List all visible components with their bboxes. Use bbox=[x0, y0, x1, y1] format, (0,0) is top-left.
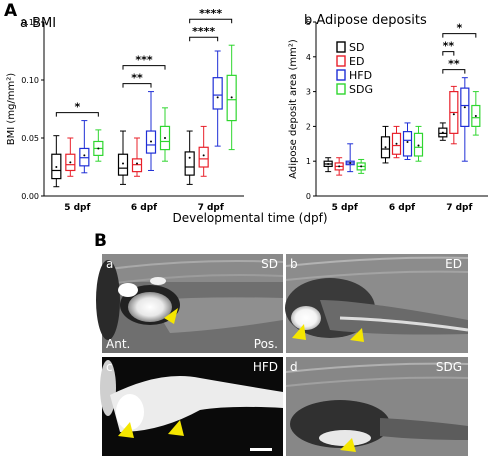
image-a-ant-label: Ant. bbox=[106, 337, 130, 351]
y-tick-label: 0.05 bbox=[21, 134, 39, 143]
significance-label: ** bbox=[448, 58, 460, 71]
y-tick-label: 0.00 bbox=[21, 192, 39, 201]
bmi-chart: 0.00 0.05 0.10 0.15a BMI BMI (mg/mm²) 5 dpf 6 … bbox=[6, 7, 244, 213]
scale-bar bbox=[250, 448, 272, 451]
significance-label: ** bbox=[443, 40, 455, 53]
mean-point bbox=[417, 144, 420, 147]
mean-point bbox=[150, 140, 152, 143]
adipose-chart: 0 1 2 3 4 5b Adipose deposits Adipose deposit … bbox=[288, 13, 488, 213]
mean-point bbox=[395, 142, 398, 145]
legend-label-sdg: SDG bbox=[349, 83, 373, 96]
image-panel-hfd: c HFD bbox=[100, 357, 283, 456]
x-axis-title: Developmental time (dpf) bbox=[172, 211, 327, 225]
y-tick-label: 0.10 bbox=[21, 76, 39, 85]
mean-point bbox=[122, 162, 124, 165]
y-tick-label: 1 bbox=[306, 157, 311, 166]
mean-point bbox=[406, 141, 409, 144]
significance-bracket bbox=[55, 112, 99, 117]
significance-label: *** bbox=[135, 54, 153, 67]
image-a-pos-label: Pos. bbox=[254, 337, 278, 351]
y-axis-title: BMI (mg/mm²) bbox=[6, 73, 17, 145]
significance-bracket bbox=[122, 83, 152, 88]
mean-point bbox=[463, 106, 466, 109]
category-label: 5 dpf bbox=[64, 203, 90, 213]
y-axis-title: Adipose deposit area (mm²) bbox=[288, 39, 299, 179]
image-d-tag: SDG bbox=[436, 360, 462, 374]
y-tick-label: 5 bbox=[306, 18, 311, 27]
image-panel-ed: b ED bbox=[285, 254, 469, 353]
legend-swatch-hfd bbox=[336, 69, 346, 81]
category-label: 7 dpf bbox=[446, 203, 472, 213]
category-label: 7 dpf bbox=[198, 203, 224, 213]
mean-point bbox=[69, 161, 72, 164]
significance-bracket bbox=[122, 65, 166, 70]
mean-point bbox=[55, 166, 58, 168]
significance-label: * bbox=[74, 101, 80, 114]
legend-label-ed: ED bbox=[349, 55, 364, 68]
image-a-tag: SD bbox=[261, 257, 278, 271]
significance-label: ** bbox=[131, 72, 143, 85]
mean-point bbox=[164, 137, 166, 139]
y-tick-label: 4 bbox=[306, 53, 311, 62]
mean-point bbox=[474, 114, 477, 117]
y-tick-label: 0.15 bbox=[21, 18, 39, 27]
legend-label-sd: SD bbox=[349, 41, 364, 54]
box-sd bbox=[184, 151, 195, 176]
chart-title: a BMI bbox=[20, 16, 56, 31]
significance-bracket bbox=[442, 51, 455, 56]
mean-point bbox=[216, 96, 219, 99]
legend-swatch-ed bbox=[336, 55, 346, 67]
y-tick-label: 0 bbox=[306, 192, 311, 201]
image-b-tag: ED bbox=[445, 257, 462, 271]
significance-label: **** bbox=[192, 25, 215, 38]
mean-point bbox=[441, 131, 444, 134]
mean-point bbox=[360, 165, 363, 168]
legend-label-hfd: HFD bbox=[349, 69, 372, 82]
mean-point bbox=[230, 96, 233, 99]
mean-point bbox=[327, 162, 330, 165]
mean-point bbox=[202, 154, 205, 157]
image-d-letter: d bbox=[290, 360, 298, 374]
image-c-tag: HFD bbox=[253, 360, 278, 374]
image-b-letter: b bbox=[290, 257, 298, 271]
category-label: 6 dpf bbox=[131, 203, 157, 213]
image-c-letter: c bbox=[106, 360, 113, 374]
significance-label: **** bbox=[199, 7, 222, 20]
significance-bracket bbox=[442, 33, 477, 38]
y-tick-label: 3 bbox=[306, 88, 311, 97]
mean-point bbox=[452, 113, 455, 116]
mean-point bbox=[384, 146, 387, 149]
significance-bracket bbox=[189, 36, 219, 42]
box-hfd bbox=[212, 77, 223, 110]
image-panel-sd: a SD Ant. Pos. bbox=[96, 254, 284, 353]
legend-swatch-sdg bbox=[336, 83, 346, 95]
category-label: 5 dpf bbox=[332, 203, 358, 213]
significance-bracket bbox=[189, 18, 233, 24]
mean-point bbox=[338, 165, 341, 168]
panel-b-label: B bbox=[94, 231, 107, 251]
y-tick-label: 2 bbox=[306, 122, 311, 131]
category-label: 6 dpf bbox=[389, 203, 415, 213]
box-ed bbox=[198, 146, 209, 168]
mean-point bbox=[188, 156, 191, 159]
panel-a-label: A bbox=[4, 1, 18, 21]
mean-point bbox=[97, 147, 100, 150]
mean-point bbox=[136, 162, 138, 165]
chart-title: b Adipose deposits bbox=[304, 13, 427, 28]
significance-bracket bbox=[442, 69, 466, 74]
mean-point bbox=[83, 154, 86, 157]
mean-point bbox=[349, 161, 352, 164]
box-hfd bbox=[402, 131, 413, 157]
box-sd bbox=[117, 153, 129, 176]
legend-swatch-sd bbox=[336, 41, 346, 53]
image-a-letter: a bbox=[106, 257, 113, 271]
image-panel-sdg: d SDG bbox=[285, 357, 469, 456]
significance-label: * bbox=[456, 22, 462, 35]
